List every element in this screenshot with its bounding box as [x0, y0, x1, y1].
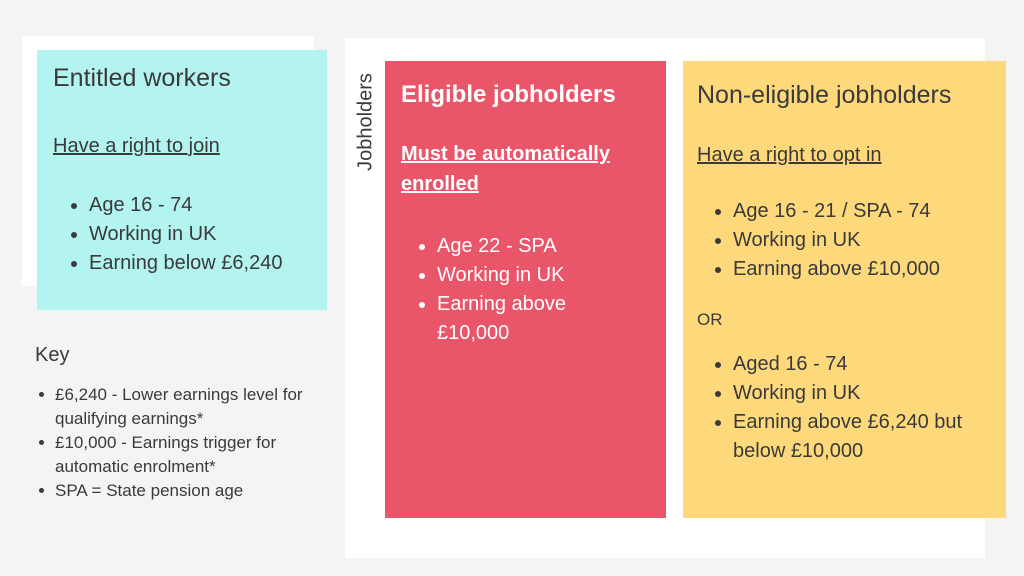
eligible-jobholders-card: Eligible jobholders Must be automaticall… — [385, 61, 666, 518]
list-item: £6,240 - Lower earnings level for qualif… — [39, 383, 305, 431]
noneligible-title: Non-eligible jobholders — [697, 81, 952, 109]
entitled-criteria-list: Age 16 - 74 Working in UK Earning below … — [53, 191, 311, 278]
list-item: SPA = State pension age — [39, 479, 335, 503]
eligible-criteria-list: Age 22 - SPA Working in UK Earning above… — [401, 232, 650, 348]
list-item: Age 16 - 74 — [71, 191, 311, 220]
noneligible-criteria-list-b: Aged 16 - 74 Working in UK Earning above… — [697, 350, 992, 466]
list-item: Working in UK — [419, 261, 650, 290]
or-separator: OR — [697, 310, 723, 329]
list-item: Working in UK — [715, 226, 992, 255]
list-item: Earning below £6,240 — [71, 249, 311, 278]
noneligible-criteria-list-a: Age 16 - 21 / SPA - 74 Working in UK Ear… — [697, 197, 992, 284]
list-item: Age 16 - 21 / SPA - 74 — [715, 197, 992, 226]
list-item: £10,000 - Earnings trigger for automatic… — [39, 431, 335, 479]
list-item: Working in UK — [715, 379, 992, 408]
list-item: Age 22 - SPA — [419, 232, 650, 261]
eligible-subtitle: Must be automatically enrolled — [401, 143, 610, 195]
non-eligible-jobholders-card: Non-eligible jobholders Have a right to … — [683, 61, 1006, 518]
list-item: Aged 16 - 74 — [715, 350, 992, 379]
eligible-title: Eligible jobholders — [401, 81, 616, 108]
entitled-title: Entitled workers — [53, 64, 231, 92]
list-item: Earning above £6,240 but below £10,000 — [715, 408, 963, 466]
list-item: Earning above £10,000 — [715, 255, 992, 284]
jobholders-label: Jobholders — [354, 73, 377, 171]
key-legend: Key £6,240 - Lower earnings level for qu… — [35, 344, 335, 503]
list-item: Earning above £10,000 — [419, 290, 617, 348]
key-list: £6,240 - Lower earnings level for qualif… — [35, 383, 335, 503]
noneligible-subtitle: Have a right to opt in — [697, 144, 882, 166]
key-title: Key — [35, 344, 70, 366]
entitled-workers-card: Entitled workers Have a right to join Ag… — [37, 50, 327, 310]
entitled-subtitle: Have a right to join — [53, 135, 220, 157]
list-item: Working in UK — [71, 220, 311, 249]
